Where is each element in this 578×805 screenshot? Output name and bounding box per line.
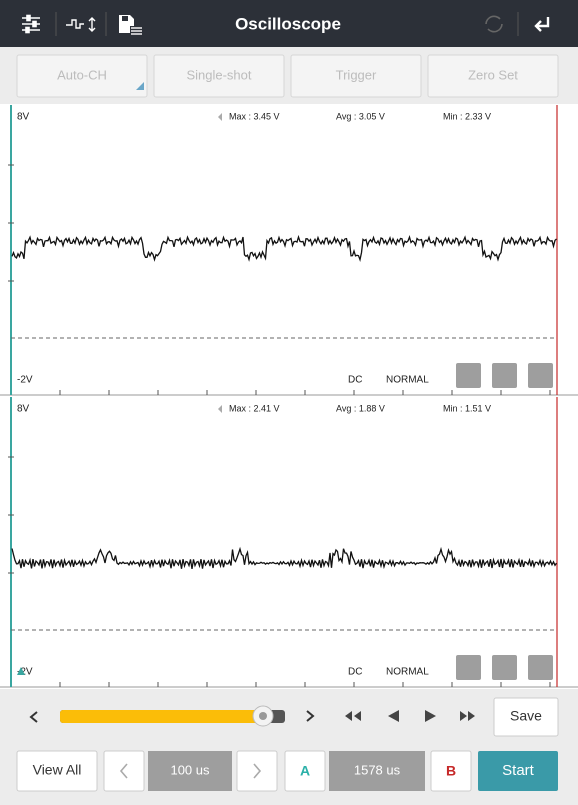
- avg-label: Avg : 1.88 V: [336, 403, 385, 413]
- toolbar-button-label: Single-shot: [186, 67, 251, 82]
- cursor-b-label: B: [446, 763, 456, 779]
- top-voltage-label: 8V: [17, 404, 30, 415]
- panel-icon-button[interactable]: [492, 363, 517, 388]
- time-down-button[interactable]: [103, 750, 145, 792]
- refresh-icon[interactable]: [485, 15, 503, 33]
- chevron-right: [253, 763, 262, 779]
- save-file-icon[interactable]: [119, 15, 142, 35]
- toolbar-button[interactable]: [290, 54, 422, 98]
- chevron-left: [119, 763, 128, 779]
- channel-panel: [0, 105, 578, 395]
- dropdown-corner: [136, 82, 144, 90]
- top-voltage-label: 8V: [17, 112, 30, 123]
- rewind-icon[interactable]: [345, 711, 361, 721]
- time-div-label: 100 us: [170, 762, 210, 777]
- channel-marker: [17, 667, 25, 675]
- waveform: [11, 546, 558, 570]
- save-button[interactable]: [493, 697, 559, 737]
- cursor-a-label: A: [300, 763, 310, 779]
- coupling-label: DC: [348, 375, 362, 386]
- prev-icon[interactable]: [29, 711, 38, 723]
- toolbar-button[interactable]: [153, 54, 285, 98]
- settings-icon[interactable]: [22, 14, 40, 34]
- slider-fill: [60, 710, 263, 723]
- stat-arrow: [218, 405, 222, 413]
- next-icon[interactable]: [306, 710, 315, 722]
- toolbar-button-label: Zero Set: [468, 67, 518, 82]
- fast-forward-icon[interactable]: [460, 711, 475, 721]
- mode-label: NORMAL: [386, 667, 429, 678]
- start-label: Start: [502, 762, 535, 779]
- max-label: Max : 3.45 V: [229, 111, 280, 121]
- min-label: Min : 1.51 V: [443, 403, 491, 413]
- cursor-value-box: [329, 751, 425, 791]
- title: Oscilloscope: [235, 14, 341, 33]
- cursor-a-button[interactable]: [284, 750, 326, 792]
- panel-icon-button[interactable]: [456, 655, 481, 680]
- avg-label: Avg : 3.05 V: [336, 111, 385, 121]
- time-up-button[interactable]: [236, 750, 278, 792]
- panel-icon-button[interactable]: [528, 655, 553, 680]
- back-icon[interactable]: [534, 17, 550, 32]
- step-back-icon[interactable]: [388, 710, 399, 722]
- toolbar-button-label: Auto-CH: [57, 67, 107, 82]
- toolbar-button[interactable]: [427, 54, 559, 98]
- coupling-label: DC: [348, 667, 362, 678]
- max-label: Max : 2.41 V: [229, 403, 280, 413]
- view-all-label: View All: [33, 762, 82, 778]
- panel-icon-button[interactable]: [528, 363, 553, 388]
- cursor-value-label: 1578 us: [354, 762, 401, 777]
- waveform: [11, 234, 557, 263]
- toolbar-button[interactable]: [16, 54, 148, 98]
- start-button[interactable]: [478, 751, 558, 791]
- scale-icon[interactable]: [66, 17, 96, 32]
- step-forward-icon[interactable]: [425, 710, 436, 722]
- view-all-button[interactable]: [16, 750, 98, 792]
- save-label: Save: [510, 708, 542, 724]
- stat-arrow: [218, 113, 222, 121]
- min-label: Min : 2.33 V: [443, 111, 491, 121]
- bottom-voltage-label: -2V: [17, 375, 33, 386]
- slider-thumb-dot: [259, 712, 267, 720]
- mode-label: NORMAL: [386, 375, 429, 386]
- header-bar: [0, 0, 578, 47]
- toolbar-button-label: Trigger: [336, 67, 377, 82]
- cursor-b-button[interactable]: [430, 750, 472, 792]
- bottom-voltage-label: -2V: [17, 667, 33, 678]
- time-div-box: [148, 751, 232, 791]
- panel-icon-button[interactable]: [492, 655, 517, 680]
- panel-icon-button[interactable]: [456, 363, 481, 388]
- channel-panel: [0, 397, 578, 687]
